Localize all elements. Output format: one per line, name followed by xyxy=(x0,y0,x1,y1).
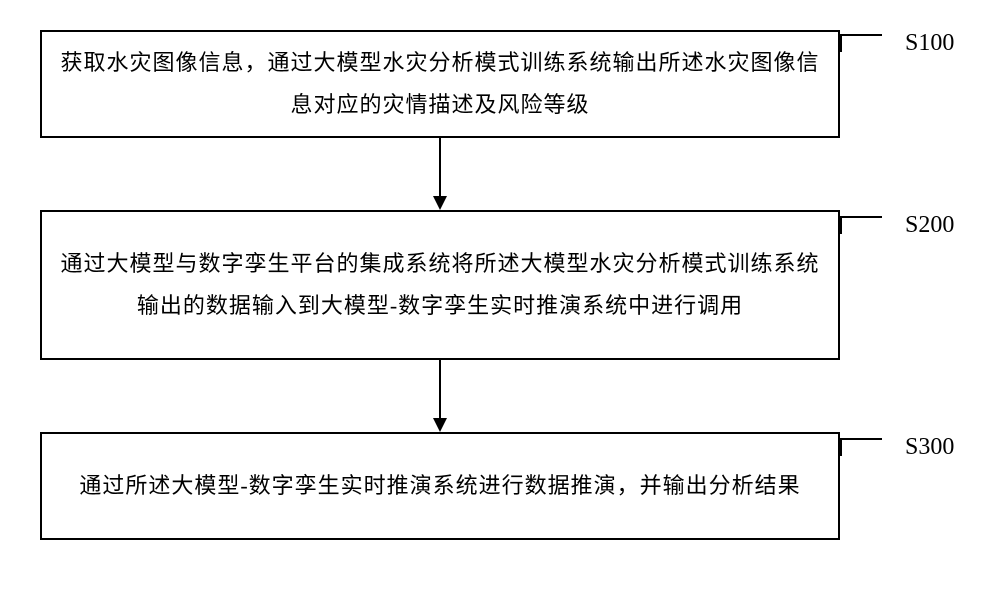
label-bracket-s300 xyxy=(840,438,882,456)
step-label-s200: S200 xyxy=(905,212,954,239)
label-bracket-s100 xyxy=(840,34,882,52)
arrow-s200-s300 xyxy=(430,360,450,432)
step-box-s100: 获取水灾图像信息，通过大模型水灾分析模式训练系统输出所述水灾图像信息对应的灾情描… xyxy=(40,30,840,138)
label-bracket-s200 xyxy=(840,216,882,234)
step-text-s300: 通过所述大模型-数字孪生实时推演系统进行数据推演，并输出分析结果 xyxy=(79,465,800,507)
step-box-s300: 通过所述大模型-数字孪生实时推演系统进行数据推演，并输出分析结果 xyxy=(40,432,840,540)
flowchart-canvas: 获取水灾图像信息，通过大模型水灾分析模式训练系统输出所述水灾图像信息对应的灾情描… xyxy=(0,0,1000,599)
step-label-s100: S100 xyxy=(905,30,954,57)
step-text-s200: 通过大模型与数字孪生平台的集成系统将所述大模型水灾分析模式训练系统输出的数据输入… xyxy=(58,243,822,327)
step-label-s300: S300 xyxy=(905,434,954,461)
arrow-s100-s200 xyxy=(430,138,450,210)
step-box-s200: 通过大模型与数字孪生平台的集成系统将所述大模型水灾分析模式训练系统输出的数据输入… xyxy=(40,210,840,360)
step-text-s100: 获取水灾图像信息，通过大模型水灾分析模式训练系统输出所述水灾图像信息对应的灾情描… xyxy=(58,42,822,126)
